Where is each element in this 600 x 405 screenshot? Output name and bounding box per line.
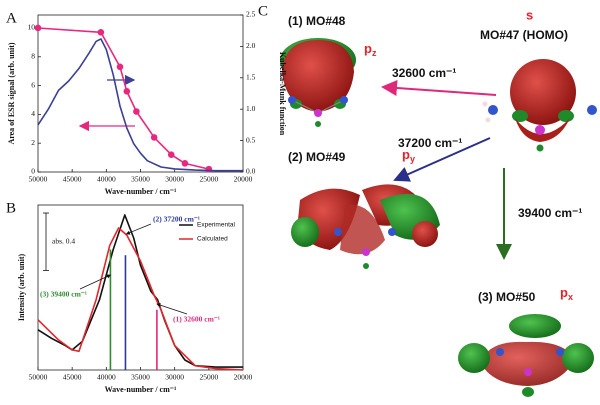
label-pointer [79, 274, 112, 290]
panel-label: C [258, 3, 268, 19]
transition-label: (2) 37200 cm⁻¹ [153, 215, 200, 224]
data-point [181, 160, 189, 167]
y-axis-label: Area of ESR signal (arb. unit) [7, 42, 16, 144]
data-point [133, 108, 140, 115]
x-tick-label: 20000 [234, 175, 253, 184]
series-line [37, 27, 209, 170]
transition-label: 39400 cm⁻¹ [518, 206, 582, 220]
y-tick-label: 8 [31, 51, 35, 60]
x-tick-label: 45000 [63, 175, 82, 184]
x-tick-label: 35000 [131, 175, 150, 184]
plot-frame [37, 14, 244, 173]
orbital-label: (1) MO#48 [288, 14, 346, 28]
plot-frame [37, 204, 244, 371]
legend-label: Calculated [197, 236, 228, 243]
orbital-mo50 [458, 314, 594, 397]
subscript: y [410, 154, 415, 164]
transition-arrow [393, 137, 491, 182]
y-tick-label: 4 [31, 109, 35, 118]
panel-label: B [6, 200, 16, 216]
x-tick-label: 45000 [63, 373, 82, 382]
x-axis-label: Wave-number / cm⁻¹ [105, 187, 177, 196]
transition-arrow [381, 80, 497, 96]
label-pointer [125, 223, 152, 235]
orbital-symmetry: pz [364, 41, 377, 58]
symbol: p [560, 285, 568, 300]
orbital-label: (2) MO#49 [288, 150, 346, 164]
label-pointer [156, 303, 188, 315]
y2-tick-label: 0.5 [246, 135, 256, 144]
y-tick-label: 10 [28, 23, 36, 32]
data-point [205, 165, 213, 173]
transition-label: (3) 39400 cm⁻¹ [40, 290, 87, 299]
orbital-label: MO#47 (HOMO) [480, 28, 568, 42]
y-axis-label: Intensity (arb. unit) [17, 253, 26, 321]
x-tick-label: 30000 [165, 175, 184, 184]
data-point [150, 134, 158, 141]
y2-tick-label: 1.0 [246, 104, 256, 113]
orbital-symmetry: s [526, 7, 533, 22]
subscript: x [568, 292, 573, 302]
x-tick-label: 30000 [165, 373, 184, 382]
transition-label: 32600 cm⁻¹ [392, 66, 456, 80]
orbital-mo48 [280, 38, 356, 127]
y2-tick-label: 1.5 [246, 73, 256, 82]
series-line [37, 227, 244, 371]
orbital-label: (3) MO#50 [478, 290, 536, 304]
data-point [167, 151, 175, 159]
y2-tick-label: 2.0 [246, 41, 256, 50]
orbital-symmetry: py [402, 147, 415, 164]
x-tick-label: 40000 [97, 373, 116, 382]
scale-bar-label: abs. 0.4 [52, 236, 75, 245]
y-tick-label: 2 [31, 138, 35, 147]
y2-tick-label: 2.5 [246, 10, 256, 19]
x-tick-label: 50000 [29, 175, 48, 184]
x-tick-label: 25000 [199, 373, 218, 382]
series-line [37, 38, 243, 172]
x-tick-label: 25000 [199, 175, 218, 184]
orbital-mo47 [482, 59, 597, 152]
y-tick-label: 6 [31, 80, 35, 89]
symbol: p [402, 147, 410, 162]
data-point [97, 28, 105, 36]
data-point [34, 24, 42, 32]
x-tick-label: 20000 [234, 373, 253, 382]
symbol: p [364, 41, 372, 56]
y2-axis-label: Kubelka-Munk function [278, 52, 287, 136]
transition-label: (1) 32600 cm⁻¹ [173, 315, 220, 324]
x-tick-label: 35000 [131, 373, 150, 382]
transition-label: 37200 cm⁻¹ [398, 136, 462, 150]
x-tick-label: 40000 [97, 175, 116, 184]
panel-label: A [6, 10, 17, 26]
data-point [116, 63, 124, 71]
legend-label: Experimental [197, 222, 235, 229]
x-axis-label: Wave-number / cm⁻¹ [105, 385, 177, 394]
data-point [123, 88, 131, 95]
subscript: z [372, 48, 377, 58]
x-tick-label: 50000 [29, 373, 48, 382]
y2-tick-label: 0.0 [246, 167, 256, 176]
orbital-symmetry: px [560, 285, 573, 302]
orbital-mo49 [291, 184, 440, 269]
y-tick-label: 0 [31, 167, 35, 176]
